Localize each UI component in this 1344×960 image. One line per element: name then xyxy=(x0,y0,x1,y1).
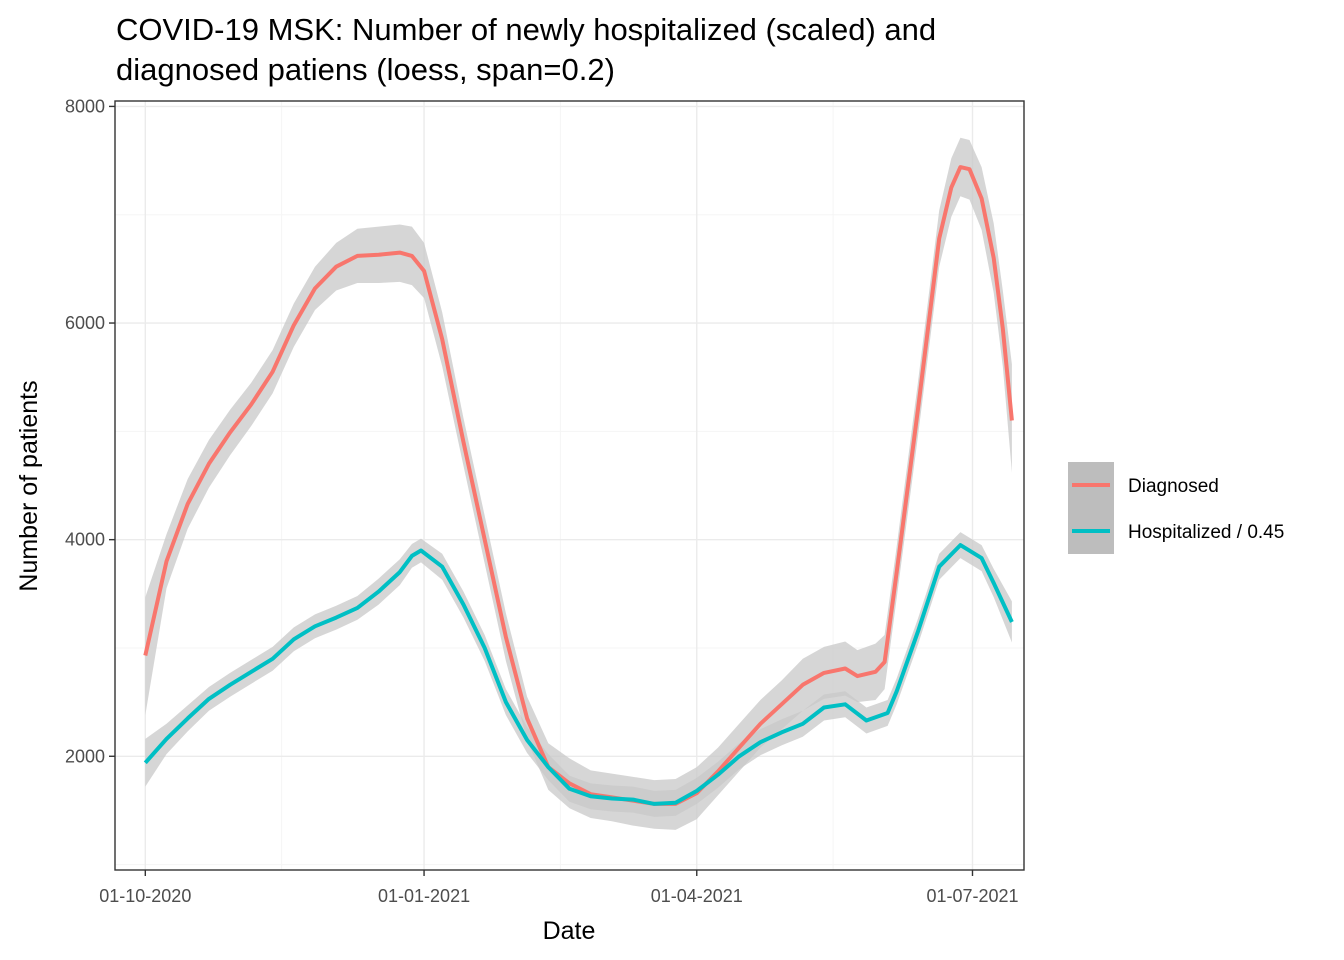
legend: Diagnosed Hospitalized / 0.45 xyxy=(1068,462,1284,554)
chart-title-line-2: diagnosed patiens (loess, span=0.2) xyxy=(116,52,615,87)
x-axis-title: Date xyxy=(543,917,596,945)
chart-title-line-1: COVID-19 MSK: Number of newly hospitaliz… xyxy=(116,12,936,47)
x-tick-label: 01-10-2020 xyxy=(99,886,191,906)
y-tick-label: 8000 xyxy=(65,96,105,116)
x-tick-label: 01-07-2021 xyxy=(926,886,1018,906)
series-lines xyxy=(143,165,1014,806)
major-gridlines xyxy=(115,101,1024,870)
legend-label: Diagnosed xyxy=(1128,476,1219,497)
x-axis: 01-10-2020 01-01-2021 01-04-2021 01-07-2021 xyxy=(99,870,1019,906)
confidence-ribbons xyxy=(145,137,1012,830)
y-tick-label: 4000 xyxy=(65,530,105,550)
x-tick-label: 01-01-2021 xyxy=(378,886,470,906)
y-axis: 2000 4000 6000 8000 xyxy=(65,96,115,766)
minor-gridlines xyxy=(115,101,1024,870)
series-line-1 xyxy=(143,543,1014,806)
legend-label: Hospitalized / 0.45 xyxy=(1128,522,1284,543)
y-tick-label: 6000 xyxy=(65,313,105,333)
y-tick-label: 2000 xyxy=(65,746,105,766)
plot-panel-border xyxy=(114,100,1025,871)
x-tick-label: 01-04-2021 xyxy=(651,886,743,906)
y-axis-title: Number of patients xyxy=(15,380,43,591)
